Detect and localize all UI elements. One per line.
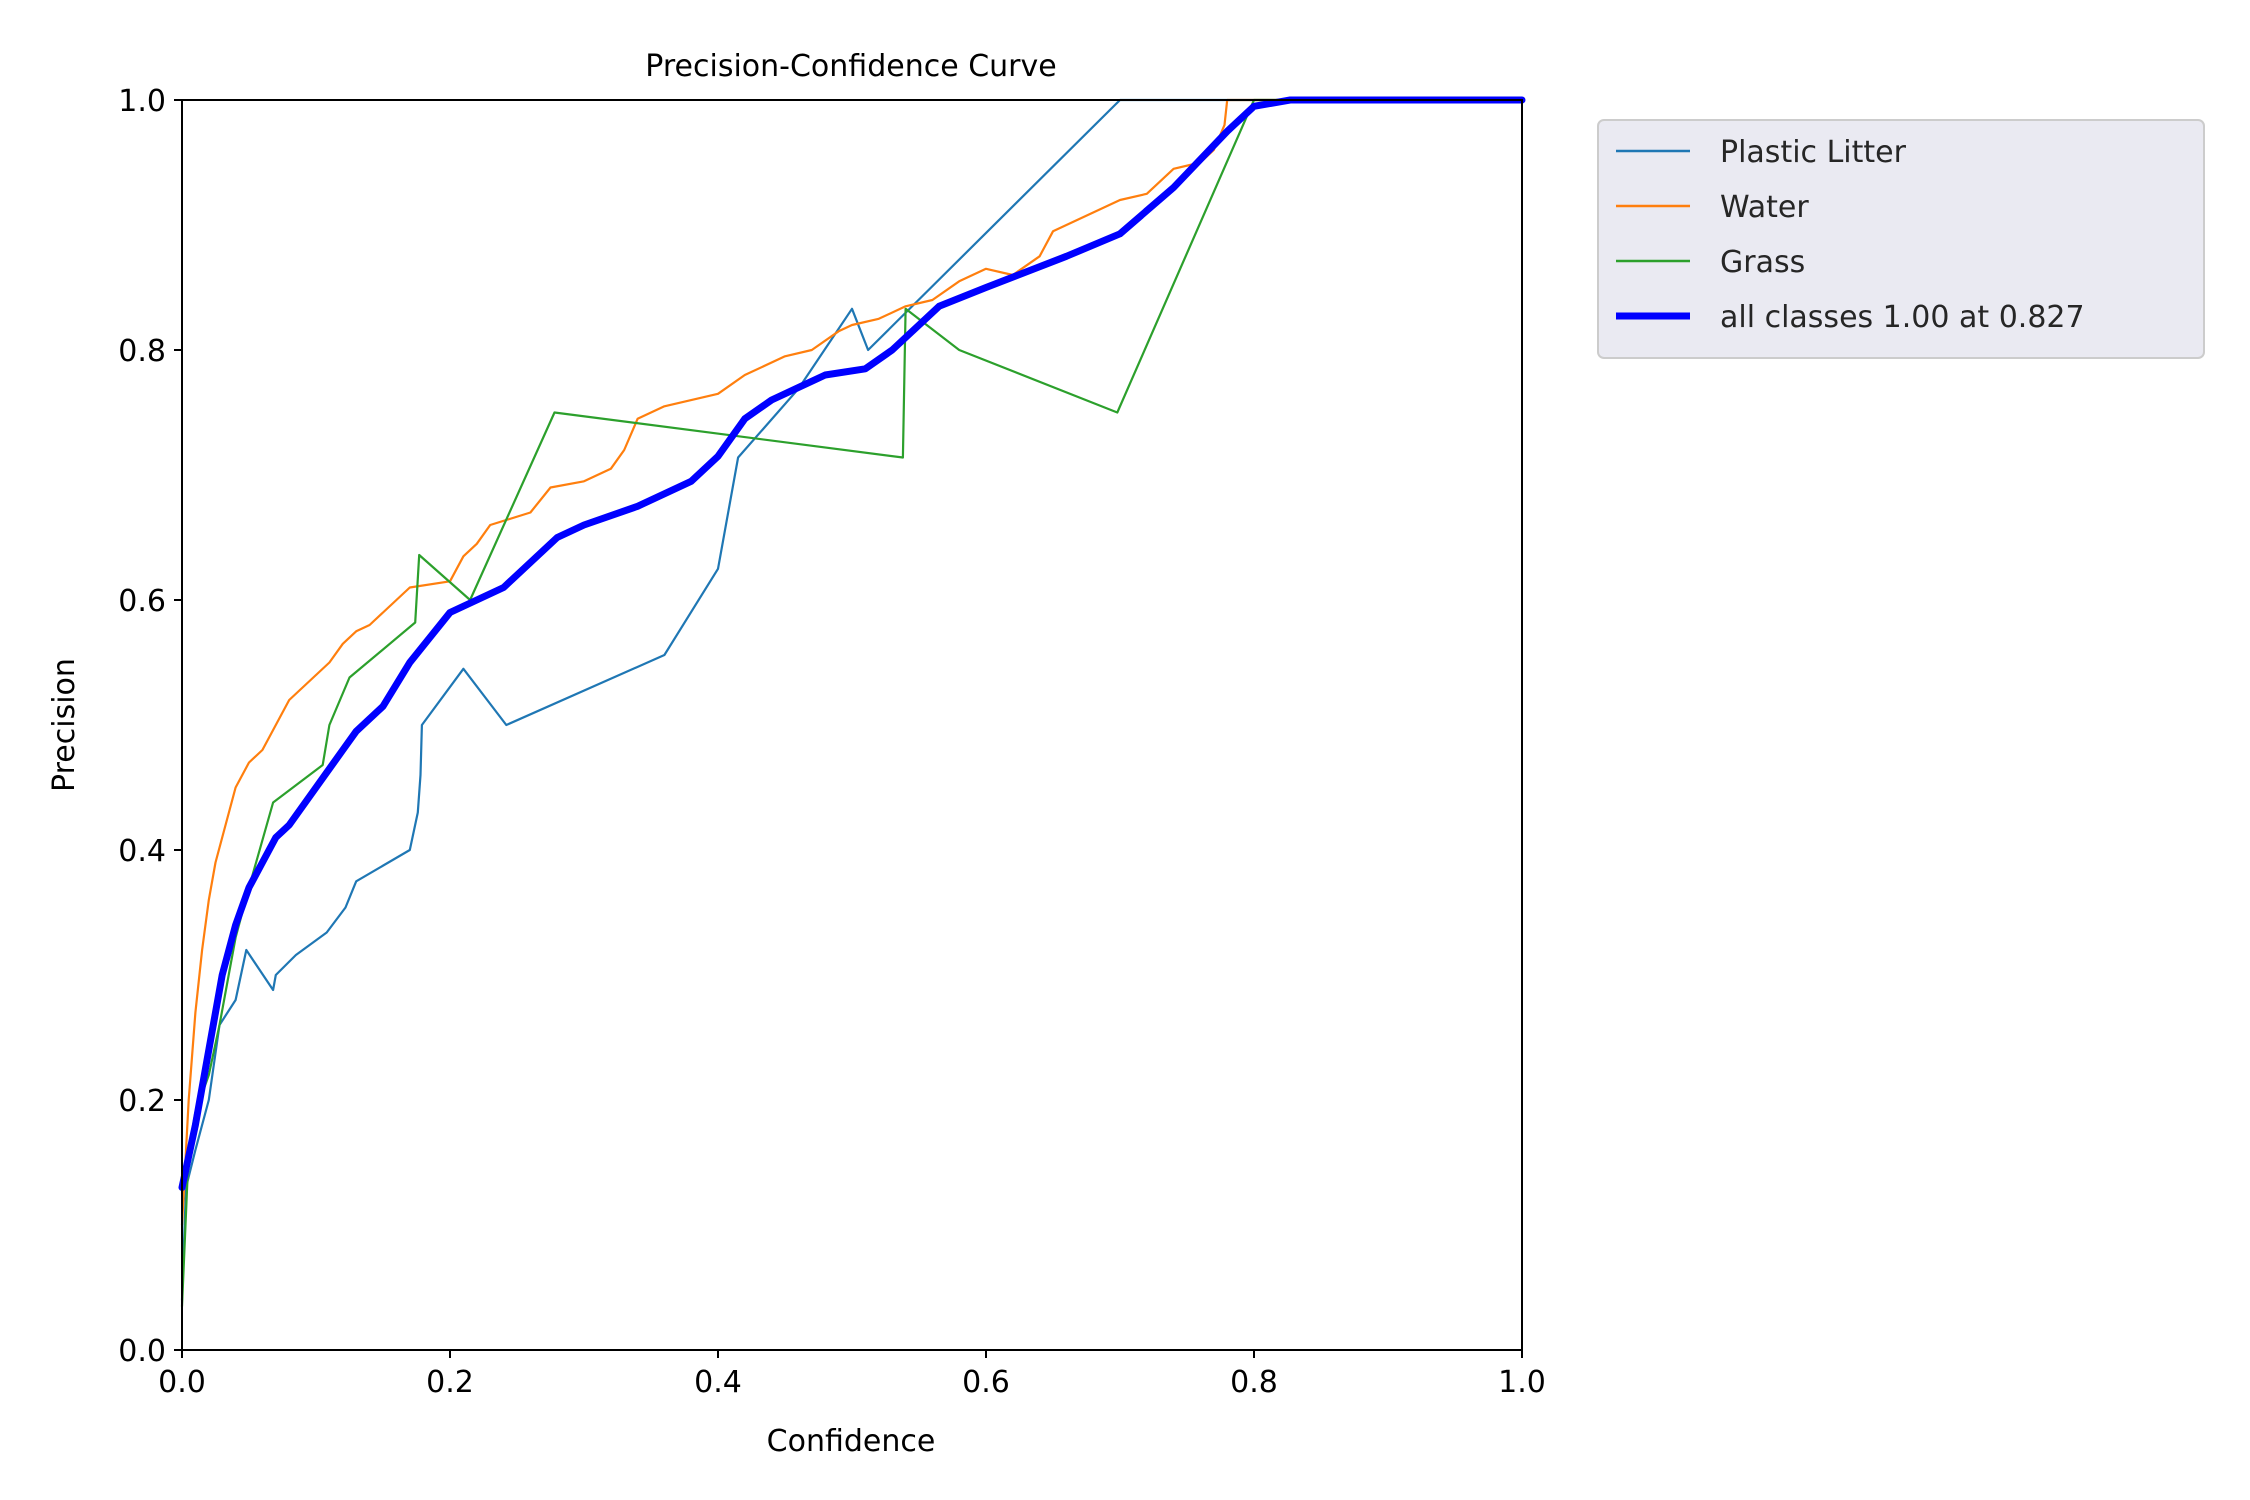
x-tick-label: 0.0: [158, 1365, 206, 1400]
y-axis-label: Precision: [47, 658, 82, 792]
series-layer: [178, 96, 1526, 1308]
y-tick-label: 0.6: [118, 584, 166, 619]
series-line-2: [180, 98, 1524, 1308]
legend: Plastic Litter Water Grass all classes 1.00…: [1597, 119, 2205, 359]
legend-box: [1597, 119, 2205, 359]
y-tick-label: 1.0: [118, 84, 166, 119]
x-axis-label: Confidence: [767, 1424, 936, 1459]
x-tick-label: 0.2: [426, 1365, 474, 1400]
x-tick-label: 1.0: [1498, 1365, 1546, 1400]
x-axis: 0.0 0.2 0.4 0.6 0.8 1.0: [158, 1350, 1546, 1400]
x-tick-label: 0.4: [694, 1365, 742, 1400]
y-tick-label: 0.0: [118, 1334, 166, 1369]
y-axis: 0.0 0.2 0.4 0.6 0.8 1.0: [118, 84, 182, 1369]
x-tick-label: 0.6: [962, 1365, 1010, 1400]
legend-label: Plastic Litter: [1720, 135, 1907, 170]
series-line-1: [180, 98, 1524, 1227]
x-tick-label: 0.8: [1230, 1365, 1278, 1400]
legend-label: all classes 1.00 at 0.827: [1720, 300, 2085, 335]
chart-title: Precision-Confidence Curve: [645, 49, 1056, 84]
plot-frame: [181, 99, 1523, 1351]
legend-label: Grass: [1720, 245, 1805, 280]
legend-label: Water: [1720, 190, 1809, 225]
y-tick-label: 0.2: [118, 1084, 166, 1119]
series-line-3: [178, 96, 1526, 1191]
y-tick-label: 0.8: [118, 334, 166, 369]
series-line-0: [180, 98, 1524, 1302]
y-tick-label: 0.4: [118, 834, 166, 869]
